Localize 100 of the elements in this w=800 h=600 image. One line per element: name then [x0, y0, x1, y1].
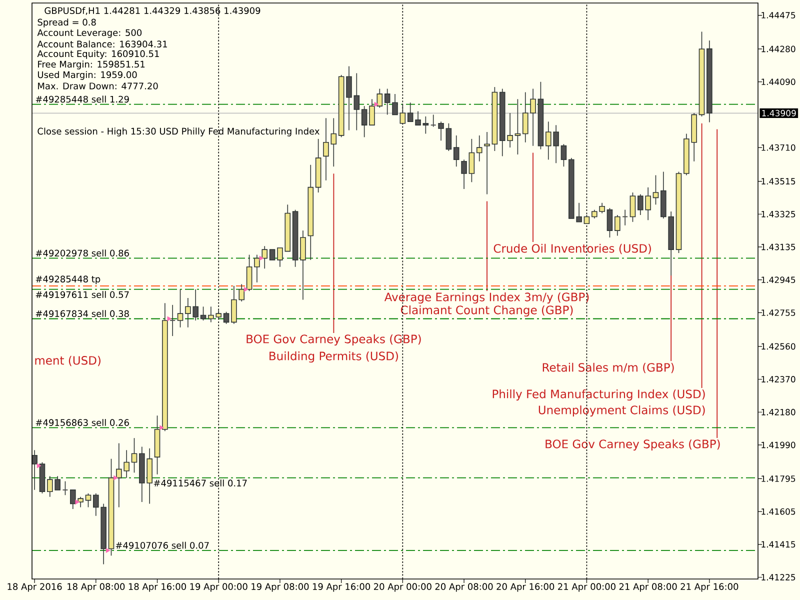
ref-line-label: #49107076 sell 0.07	[116, 542, 209, 549]
annotation: BOE Gov Carney Speaks (GBP)	[546, 439, 720, 451]
candlestick	[614, 214, 620, 236]
candlestick	[62, 480, 68, 496]
candlestick	[85, 492, 92, 508]
annotation: Account Equity: 160910.51	[37, 50, 159, 59]
annotation: Retail Sales m/m (GBP)	[542, 362, 674, 374]
ref-line-label: #49202978 sell 0.86	[36, 250, 129, 257]
ref-line-label: #49167834 sell 0.38	[36, 310, 129, 318]
candlestick	[446, 122, 452, 152]
x-tick-label: 20 Apr 08:00	[435, 583, 493, 592]
annotation: ment (USD)	[35, 356, 100, 366]
candlestick	[300, 230, 306, 300]
candlestick	[461, 159, 467, 190]
y-tick-label: 1.42755	[762, 309, 796, 316]
point	[106, 548, 110, 553]
candlestick	[361, 106, 368, 138]
y-tick-label: 1.44280	[762, 46, 796, 52]
annotation: Philly Fed Manufacturing Index (USD)	[492, 389, 705, 401]
candlestick	[438, 121, 444, 142]
ref-line-label: #49156863 sell 0.26	[36, 419, 129, 426]
x-tick-label: 20 Apr 16:00	[496, 583, 554, 592]
candlestick	[560, 144, 567, 167]
candlestick	[200, 306, 206, 321]
candlestick	[622, 209, 628, 226]
point	[114, 475, 118, 480]
chart-title: GBPUSDf,H1 1.44281 1.44329 1.43856 1.43909	[44, 7, 260, 15]
y-tick-label: 1.42945	[762, 276, 796, 284]
x-tick-label: 21 Apr 16:00	[680, 583, 738, 592]
candlestick	[453, 135, 460, 167]
candlestick	[177, 288, 184, 328]
y-tick-label: 1.41795	[762, 475, 796, 482]
y-tick-label: 1.43325	[762, 210, 796, 218]
point	[75, 500, 80, 504]
x-tick-label: 19 Apr 00:00	[190, 583, 248, 592]
x-tick-label: 18 Apr 2016	[8, 583, 62, 592]
x-tick-label: 18 Apr 16:00	[128, 583, 186, 592]
y-tick-label: 1.43135	[762, 244, 796, 250]
candlestick	[476, 135, 482, 162]
x-tick-label: 19 Apr 08:00	[252, 583, 309, 592]
annotation: Account Leverage: 500	[37, 29, 142, 38]
candlestick	[514, 98, 521, 155]
x-tick-label: 19 Apr 16:00	[312, 583, 370, 592]
candlestick	[392, 94, 398, 116]
x-tick-label: 18 Apr 08:00	[68, 583, 125, 592]
y-tick-label: 1.41225	[762, 574, 796, 580]
y-tick-label: 1.44090	[762, 78, 796, 86]
annotation: Used Margin: 1959.00	[38, 71, 137, 80]
candlestick	[330, 118, 337, 167]
y-tick-label: 1.41415	[762, 541, 796, 548]
y-tick-label: 1.41605	[762, 508, 796, 515]
annotation: BOE Gov Carney Speaks (GBP)	[246, 334, 421, 346]
candlestick	[269, 249, 276, 260]
candlestick	[407, 102, 414, 122]
point	[160, 425, 164, 430]
annotation: Account Balance: 163904.31	[37, 40, 167, 48]
candlestick	[323, 118, 329, 181]
y-tick-label: 1.42560	[762, 343, 796, 350]
ref-line-label: #49115467 sell 0.17	[154, 480, 247, 486]
candlestick	[422, 116, 429, 134]
annotation: Max. Draw Down: 4777.20	[38, 82, 158, 90]
candlestick	[652, 174, 659, 206]
annotation: Spread = 0.8	[38, 18, 96, 28]
ref-line-label: #49197611 sell 0.57	[36, 291, 129, 298]
point	[259, 256, 264, 261]
y-tick-label: 1.42180	[762, 408, 796, 416]
candlestick	[606, 208, 613, 238]
candlestick	[223, 311, 230, 324]
annotation: Unemployment Claims (USD)	[538, 405, 705, 417]
candlestick	[415, 110, 421, 126]
candlestick	[346, 66, 352, 131]
candlestick	[430, 114, 436, 128]
x-tick-label: 21 Apr 08:00	[619, 583, 677, 592]
x-tick-label: 21 Apr 00:00	[558, 583, 616, 592]
candlestick	[630, 192, 636, 222]
point	[244, 286, 248, 292]
annotation: Average Earnings Index 3m/y (GBP)	[384, 292, 589, 304]
point	[36, 463, 42, 468]
ref-line-label: #49285448 tp	[36, 276, 100, 284]
y-tick-label: 1.41990	[762, 442, 796, 448]
candlestick	[484, 132, 490, 195]
annotation: Crude Oil Inventories (USD)	[494, 244, 651, 254]
x-tick-label: 20 Apr 00:00	[374, 583, 432, 592]
candlestick	[384, 88, 390, 116]
y-tick-label: 1.42370	[762, 376, 796, 382]
annotation: Free Margin: 159851.51	[38, 60, 145, 70]
y-tick-label: 1.44475	[762, 12, 796, 18]
point	[374, 102, 379, 107]
candlestick	[468, 138, 475, 183]
candlestick	[354, 72, 360, 131]
annotation: Claimant Count Change (GBP)	[400, 305, 573, 317]
point	[167, 316, 172, 322]
annotation: Close session - High 15:30 USD Philly Fed Manufacturing Index	[38, 128, 320, 136]
candlestick	[131, 438, 138, 474]
y-tick-label: 1.43515	[762, 178, 796, 184]
candlestick	[400, 104, 406, 124]
annotation: Building Permits (USD)	[270, 351, 398, 363]
ref-line-label: #49285448 sell 1.29	[36, 96, 129, 103]
ref-line-label: 1.43909	[762, 110, 796, 116]
y-tick-label: 1.43710	[762, 144, 796, 151]
